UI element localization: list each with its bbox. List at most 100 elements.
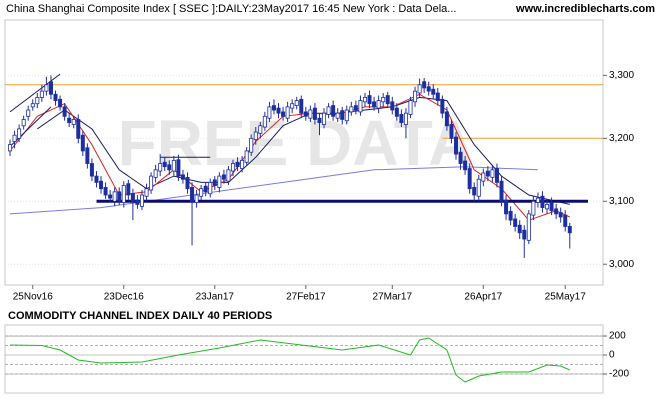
candle-body bbox=[381, 97, 386, 103]
candle-body bbox=[340, 110, 345, 120]
candle-body bbox=[331, 105, 336, 117]
candle-body bbox=[149, 175, 154, 191]
candle-body bbox=[208, 181, 213, 195]
candle-body bbox=[199, 188, 204, 197]
candle-body bbox=[53, 93, 58, 101]
candle-body bbox=[540, 195, 545, 208]
overlay-line bbox=[9, 73, 61, 113]
candle-body bbox=[58, 98, 63, 108]
candle-body bbox=[549, 202, 554, 212]
candle-body bbox=[476, 178, 481, 197]
candle-body bbox=[554, 208, 559, 215]
candle-body bbox=[48, 81, 53, 95]
candle-body bbox=[267, 106, 272, 119]
candle-body bbox=[203, 185, 208, 193]
candle-body bbox=[335, 112, 340, 119]
candle-body bbox=[376, 100, 381, 109]
candle-body bbox=[367, 95, 372, 105]
candle-body bbox=[8, 144, 13, 152]
candle-body bbox=[558, 212, 563, 218]
candle-body bbox=[235, 161, 240, 168]
candle-body bbox=[458, 151, 463, 164]
candle-body bbox=[17, 128, 22, 139]
candle-body bbox=[185, 176, 190, 190]
candle-body bbox=[504, 199, 509, 215]
candle-body bbox=[422, 81, 427, 89]
candle-body bbox=[139, 194, 144, 207]
candle-body bbox=[444, 111, 449, 127]
y-tick-label: 200 bbox=[609, 331, 626, 342]
candle-body bbox=[271, 105, 276, 111]
candle-body bbox=[276, 107, 281, 114]
candle-body bbox=[531, 200, 536, 216]
candle-body bbox=[262, 115, 267, 128]
candle-body bbox=[408, 100, 413, 115]
candle-body bbox=[358, 100, 363, 113]
x-tick-label: 27Mar17 bbox=[373, 292, 413, 303]
candle-body bbox=[226, 169, 231, 182]
candle-body bbox=[35, 97, 40, 105]
x-tick-label: 25May17 bbox=[545, 292, 587, 303]
candle-body bbox=[349, 106, 354, 113]
candle-body bbox=[171, 159, 176, 172]
cci-frame bbox=[4, 324, 604, 394]
candle-body bbox=[67, 117, 72, 124]
x-tick-label: 23Jan17 bbox=[196, 292, 235, 303]
candle-body bbox=[76, 119, 81, 139]
candle-body bbox=[158, 163, 163, 172]
candle-body bbox=[513, 218, 518, 227]
candle-body bbox=[508, 210, 513, 221]
candle-body bbox=[308, 109, 313, 119]
x-tick-label: 27Feb17 bbox=[286, 292, 326, 303]
candle-body bbox=[417, 84, 422, 94]
candle-body bbox=[535, 197, 540, 203]
candle-body bbox=[144, 188, 149, 197]
y-tick-label: 0 bbox=[609, 350, 615, 361]
candle-body bbox=[372, 101, 377, 108]
y-tick-label: 3,100 bbox=[609, 196, 634, 207]
candle-body bbox=[240, 159, 245, 169]
y-tick-label: -200 bbox=[609, 369, 629, 380]
candle-body bbox=[481, 172, 486, 182]
candle-body bbox=[121, 185, 126, 203]
candle-body bbox=[322, 112, 327, 125]
cci-line bbox=[9, 337, 571, 383]
candle-body bbox=[167, 164, 172, 171]
candle-body bbox=[112, 191, 117, 202]
x-tick-label: 26Apr17 bbox=[464, 292, 502, 303]
candle-body bbox=[44, 84, 49, 92]
candle-body bbox=[294, 100, 299, 107]
candle-body bbox=[39, 90, 44, 98]
candle-body bbox=[285, 106, 290, 119]
candle-body bbox=[435, 92, 440, 101]
candle-body bbox=[353, 105, 358, 111]
cci-title: COMMODITY CHANNEL INDEX DAILY 40 PERIODS bbox=[8, 310, 272, 322]
candle-body bbox=[385, 95, 390, 105]
candle-body bbox=[71, 119, 76, 125]
candle-body bbox=[85, 147, 90, 164]
candle-body bbox=[99, 180, 104, 190]
candle-body bbox=[413, 90, 418, 103]
candle-body bbox=[135, 199, 140, 205]
overlay-line bbox=[9, 106, 52, 147]
candle-body bbox=[390, 101, 395, 111]
candle-body bbox=[303, 111, 308, 117]
y-tick-label: 3,300 bbox=[609, 70, 634, 81]
candle-body bbox=[494, 168, 499, 183]
candle-body bbox=[463, 160, 468, 171]
candle-body bbox=[394, 107, 399, 117]
site-name: www.incrediblecharts.com bbox=[515, 3, 655, 15]
candle-body bbox=[253, 131, 258, 140]
candle-body bbox=[212, 179, 217, 186]
candle-body bbox=[440, 98, 445, 114]
candle-body bbox=[26, 109, 31, 117]
candle-body bbox=[517, 224, 522, 234]
x-tick-label: 23Dec16 bbox=[104, 292, 144, 303]
candle-body bbox=[231, 163, 236, 172]
candle-body bbox=[431, 88, 436, 95]
candle-body bbox=[472, 187, 477, 196]
candle-body bbox=[62, 106, 67, 117]
candle-body bbox=[467, 168, 472, 190]
header-title: China Shanghai Composite Index [ SSEC ]:… bbox=[6, 3, 456, 15]
